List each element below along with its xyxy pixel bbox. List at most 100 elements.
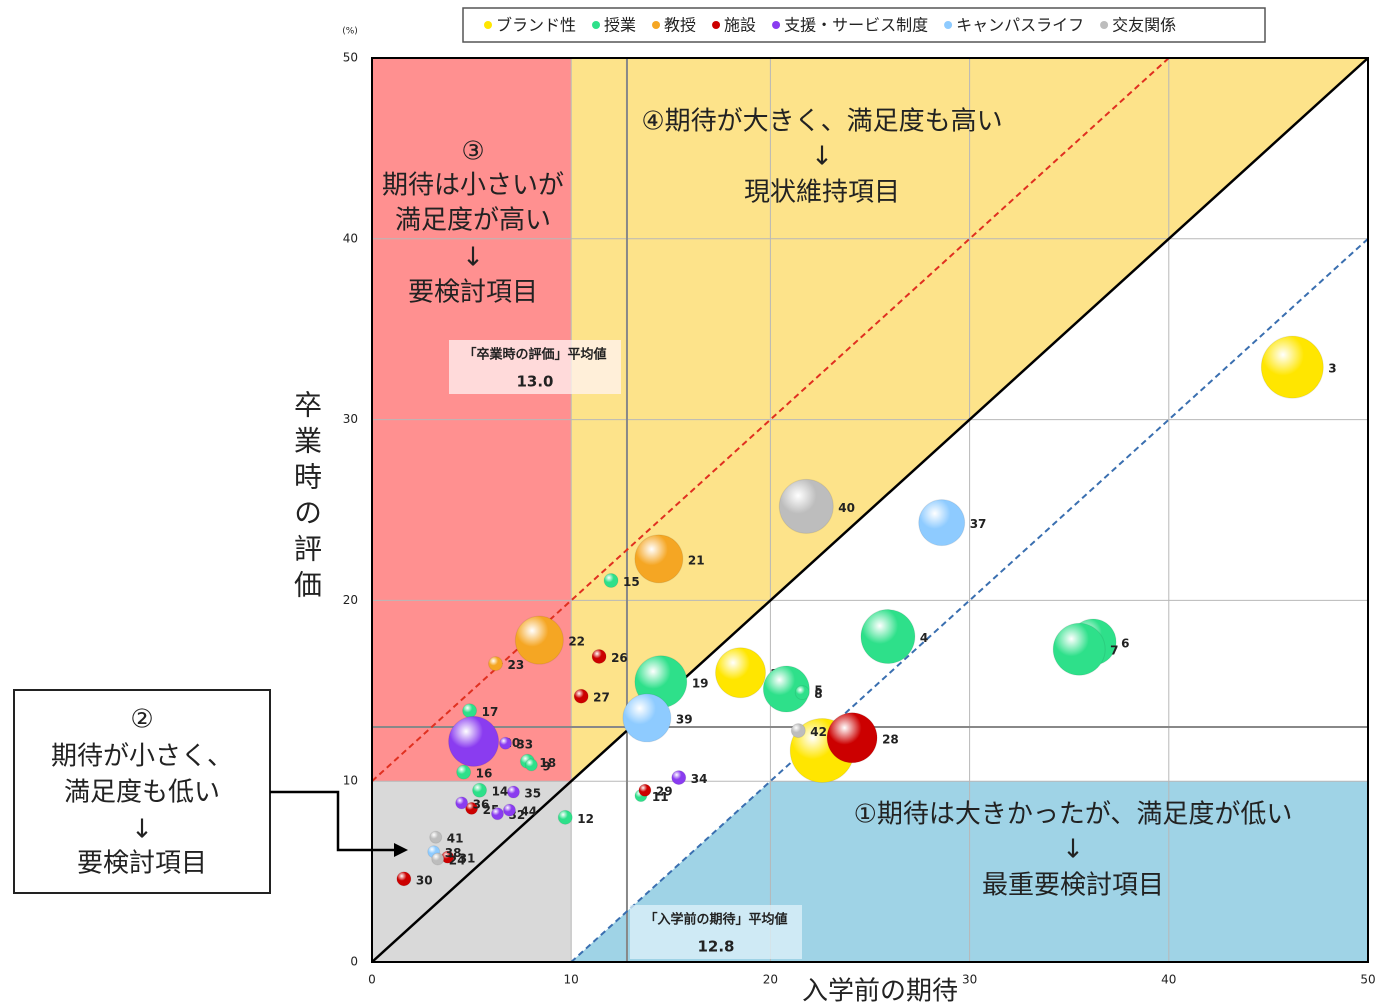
legend-label: 教授 [664,16,696,35]
region-note: ①期待は大きかったが、満足度が低い [854,800,1293,830]
grid [371,57,1369,963]
bubble-label: 30 [416,873,433,887]
bubble-label: 40 [838,501,855,515]
bubble [524,758,538,772]
legend-label: 交友関係 [1112,16,1176,35]
region-note: ↓ [811,142,833,172]
region-note: ② [130,705,153,735]
bubble [826,712,878,764]
bubble [638,783,652,797]
legend-marker [1100,21,1109,29]
bubble-label: 21 [688,553,705,567]
bubble [498,736,512,750]
callout: ② 期待が小さく、満足度も低い ↓ 要検討項目 [13,689,408,894]
bubble-label: 26 [611,651,628,665]
region-note: ③ [461,137,484,167]
region-note: ↓ [1062,835,1084,865]
bubble [790,723,806,739]
bubble [455,796,469,810]
region-note: ④期待が大きく、満足度も高い [641,107,1002,137]
x-tick-label: 20 [763,973,778,987]
bubble-label: 19 [692,676,709,690]
bubble-label: 24 [449,853,466,867]
region-note: 期待が小さく、 [51,742,233,772]
bubble [448,715,500,767]
average-title: 「入学前の期待」平均値 [644,912,787,928]
bubble [488,656,504,672]
bubble [918,499,966,547]
average-box [449,340,621,394]
bubble [462,703,478,719]
legend-marker [652,21,661,29]
bubble-label: 37 [970,517,987,531]
x-tick-label: 40 [1161,973,1176,987]
region-note: ↓ [462,243,484,273]
bubble [622,693,672,743]
bubble-label: 17 [482,705,499,719]
bubbles: 3211519584671718916141211212223262728252… [396,335,1337,887]
bubble-label: 6 [1121,636,1129,650]
bubble [429,830,443,844]
y-tick-label: 50 [343,51,358,65]
x-tick-label: 10 [564,973,579,987]
y-axis-label: 卒業時の評価 [290,390,323,606]
region-note: 最重要検討項目 [982,871,1164,901]
callout-arrow [270,790,398,852]
bubble-label: 16 [476,767,493,781]
bubble-label: 28 [882,732,899,746]
average-value: 12.8 [697,938,734,956]
bubble [794,685,810,701]
average-value: 13.0 [516,373,553,391]
bubble-label: 9 [542,759,550,773]
bubble-label: 7 [1110,644,1118,658]
y-tick-label: 10 [343,774,358,788]
bubble-label: 5 [814,683,822,697]
reference-line [371,57,1369,963]
bubble [860,609,916,665]
region-note: 満足度が高い [395,206,551,236]
callout-arrowhead [394,843,408,857]
legend-marker [944,21,953,29]
region-note: 要検討項目 [77,849,207,879]
bubble [472,782,488,798]
bubble [490,807,504,821]
region-note: 満足度も低い [64,778,220,808]
legend-label: キャンパスライフ [956,16,1084,35]
bubble-label: 23 [508,658,525,672]
bubble-label: 22 [568,635,585,649]
bubble-label: 42 [810,725,827,739]
bubble [1052,622,1106,676]
average-box [630,905,802,959]
bubble [465,801,479,815]
x-tick-label: 0 [368,973,376,987]
bubble-label: 31 [459,852,476,866]
legend-marker [592,21,601,29]
bubble [603,573,619,589]
average-title: 「卒業時の評価」平均値 [463,347,606,363]
bubble [778,478,834,534]
bubble-label: 27 [593,691,610,705]
bubble [431,852,445,866]
y-tick-label: 20 [343,593,358,607]
y-tick-label: 0 [350,955,358,969]
bubble [634,534,684,584]
bubble-label: 44 [520,805,537,819]
bubble [591,648,607,664]
bubble-label: 14 [492,785,509,799]
bubble [502,803,516,817]
bubble [557,809,573,825]
callout-box [13,689,271,894]
bubble-label: 12 [577,812,594,826]
bubble-label: 29 [656,785,673,799]
legend-label: 施設 [724,16,756,35]
x-tick-label: 50 [1360,973,1375,987]
x-tick-label: 30 [962,973,977,987]
bubble-label: 33 [516,738,533,752]
bubble-label: 15 [623,575,640,589]
bubble-label: 18 [539,756,556,770]
bubble-label: 39 [676,712,693,726]
y-tick-label: 30 [343,412,358,426]
bubble-label: 41 [447,832,464,846]
region-note: ↓ [131,815,153,845]
bubble [506,785,520,799]
